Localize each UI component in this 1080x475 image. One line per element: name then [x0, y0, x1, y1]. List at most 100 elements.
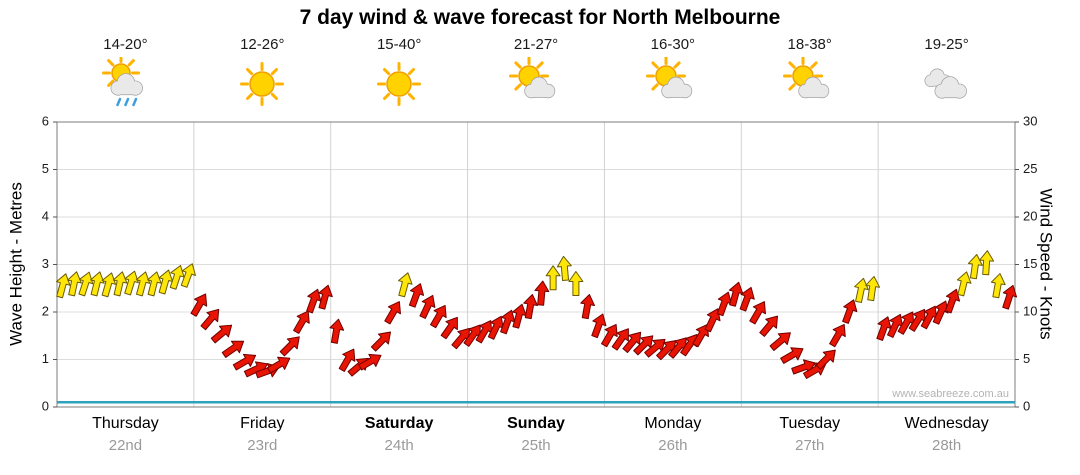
wind-arrow: [815, 349, 836, 370]
day-header: 14-20°: [57, 36, 194, 111]
wind-arrow: [408, 283, 425, 308]
wind-arrow: [440, 316, 458, 340]
wind-arrow: [644, 338, 666, 358]
wind-arrow: [338, 348, 356, 372]
wind-arrow: [158, 269, 174, 295]
wind-arrow: [920, 305, 938, 330]
cloud-shape: [524, 76, 556, 99]
wind-arrow: [500, 309, 516, 335]
x-label-monday: Monday 26th: [604, 415, 741, 454]
day-date-label: 26th: [658, 437, 688, 454]
wind-arrow: [293, 310, 310, 334]
wind-arrow: [897, 311, 915, 335]
left-tick-label: 1: [42, 351, 49, 366]
cloud-shape: [661, 76, 693, 99]
right-tick-label: 20: [1023, 208, 1037, 223]
wind-arrow: [67, 271, 82, 297]
wind-arrow: [545, 265, 561, 291]
wind-arrow: [135, 271, 151, 297]
day-name-label: Tuesday: [779, 415, 841, 432]
day-name-label: Monday: [644, 415, 702, 432]
weather-sun-rain-icon: [97, 54, 153, 111]
wind-arrow: [318, 284, 333, 310]
wind-arrow: [1002, 284, 1018, 310]
day-headers: 14-20° 12-26° 15-40° 21-27° 16-30° 18-38…: [57, 36, 1015, 111]
wind-arrow: [908, 308, 926, 332]
wind-arrow: [829, 323, 846, 348]
wind-arrow: [728, 281, 744, 307]
left-tick-label: 2: [42, 303, 49, 318]
day-temp: 21-27°: [513, 36, 559, 53]
x-label-friday: Friday 23rd: [194, 415, 331, 454]
wind-arrow: [90, 271, 105, 297]
left-tick-label: 0: [42, 398, 49, 413]
wind-arrow: [306, 288, 322, 314]
wind-arrow: [384, 301, 401, 325]
weather-clouds-icon: [919, 57, 975, 111]
wind-arrow: [887, 313, 903, 338]
day-name-label: Friday: [240, 415, 285, 432]
wind-arrow: [591, 313, 607, 339]
wind-arrow: [358, 353, 382, 371]
page-title: 7 day wind & wave forecast for North Mel…: [299, 6, 781, 29]
right-tick-label: 30: [1023, 113, 1037, 128]
sun-shape: [240, 62, 285, 106]
x-label-wednesday: Wednesday 28th: [878, 415, 1015, 454]
left-tick-label: 6: [42, 113, 49, 128]
wind-arrow: [124, 270, 139, 296]
wind-arrow: [580, 293, 596, 320]
day-header: 15-40°: [331, 36, 468, 111]
wind-arrow: [876, 316, 892, 341]
day-date-label: 24th: [384, 437, 414, 454]
right-tick-label: 0: [1023, 398, 1030, 413]
cloud-shape: [934, 76, 967, 99]
wind-arrow: [419, 294, 436, 319]
day-temp: 12-26°: [240, 36, 285, 53]
day-name-label: Sunday: [507, 415, 565, 432]
day-temp: 15-40°: [376, 36, 422, 53]
wind-arrow: [759, 315, 779, 337]
day-temp: 14-20°: [103, 36, 148, 53]
left-tick-label: 3: [42, 256, 49, 271]
day-temp: 16-30°: [650, 36, 696, 53]
day-name-label: Wednesday: [904, 415, 989, 432]
right-tick-label: 25: [1023, 161, 1037, 176]
wind-arrow: [568, 271, 584, 296]
left-tick-label: 4: [42, 208, 49, 223]
weather-sun-icon: [371, 57, 427, 111]
wind-arrow: [668, 337, 687, 359]
wind-arrow: [210, 324, 233, 344]
wind-arrow: [633, 335, 654, 356]
wind-arrow: [430, 304, 447, 329]
wind-arrow: [523, 293, 539, 320]
wind-arrow: [979, 250, 995, 276]
wind-arrow: [190, 293, 208, 317]
weather-sun-cloud-icon: [782, 56, 838, 111]
wind-arrow: [370, 331, 391, 352]
wind-arrow: [101, 272, 117, 298]
x-label-saturday: Saturday 24th: [331, 415, 468, 454]
wind-arrow: [398, 272, 413, 298]
cloud-shape: [110, 73, 144, 96]
wind-arrow: [854, 277, 869, 303]
x-axis-labels: Thursday 22nd Friday 23rd Saturday 24th …: [57, 415, 1015, 454]
watermark: www.seabreeze.com.au: [892, 388, 1009, 400]
wind-arrow: [487, 315, 504, 340]
x-label-sunday: Sunday 25th: [468, 415, 605, 454]
day-date-label: 28th: [931, 437, 962, 454]
day-header: 12-26°: [194, 36, 331, 111]
wind-arrow: [739, 286, 755, 312]
left-tick-label: 5: [42, 161, 49, 176]
sun-shape: [377, 62, 422, 106]
wind-arrow: [232, 353, 257, 371]
right-axis-title: Wind Speed - Knots: [1036, 188, 1056, 340]
wind-arrow: [956, 271, 972, 297]
wind-arrow: [622, 331, 642, 354]
wind-arrow: [601, 323, 618, 348]
day-name-label: Thursday: [92, 415, 159, 432]
day-date-label: 27th: [795, 437, 825, 454]
day-date-label: 22nd: [108, 437, 143, 454]
wind-arrow: [842, 299, 858, 324]
